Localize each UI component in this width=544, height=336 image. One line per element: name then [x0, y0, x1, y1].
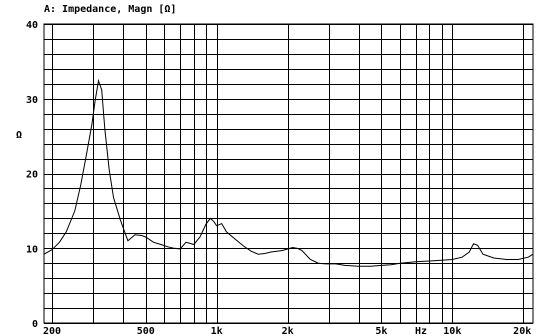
y-tick-label: 0 [32, 319, 38, 330]
grid-layer [44, 24, 533, 324]
x-tick-label: 10k [443, 326, 461, 336]
chart-title: A: Impedance, Magn [Ω] [44, 4, 176, 15]
label-layer: A: Impedance, Magn [Ω] Ω Hz 0 10 20 30 40 200… [16, 4, 531, 336]
x-tick-label: 2k [282, 326, 294, 336]
y-axis-label: Ω [16, 130, 22, 141]
x-tick-label: 200 [43, 326, 61, 336]
x-tick-label: 20k [513, 326, 531, 336]
y-tick-label: 20 [26, 170, 38, 181]
x-tick-label: 5k [375, 326, 387, 336]
impedance-trace [43, 78, 534, 267]
y-tick-label: 30 [26, 95, 38, 106]
x-tick-label: 1k [211, 326, 223, 336]
plot-frame [43, 23, 534, 324]
x-tick-label: 500 [137, 326, 155, 336]
y-tick-label: 10 [26, 244, 38, 255]
x-axis-label: Hz [415, 326, 427, 336]
trace-layer [43, 78, 534, 267]
y-tick-label: 40 [26, 20, 38, 31]
